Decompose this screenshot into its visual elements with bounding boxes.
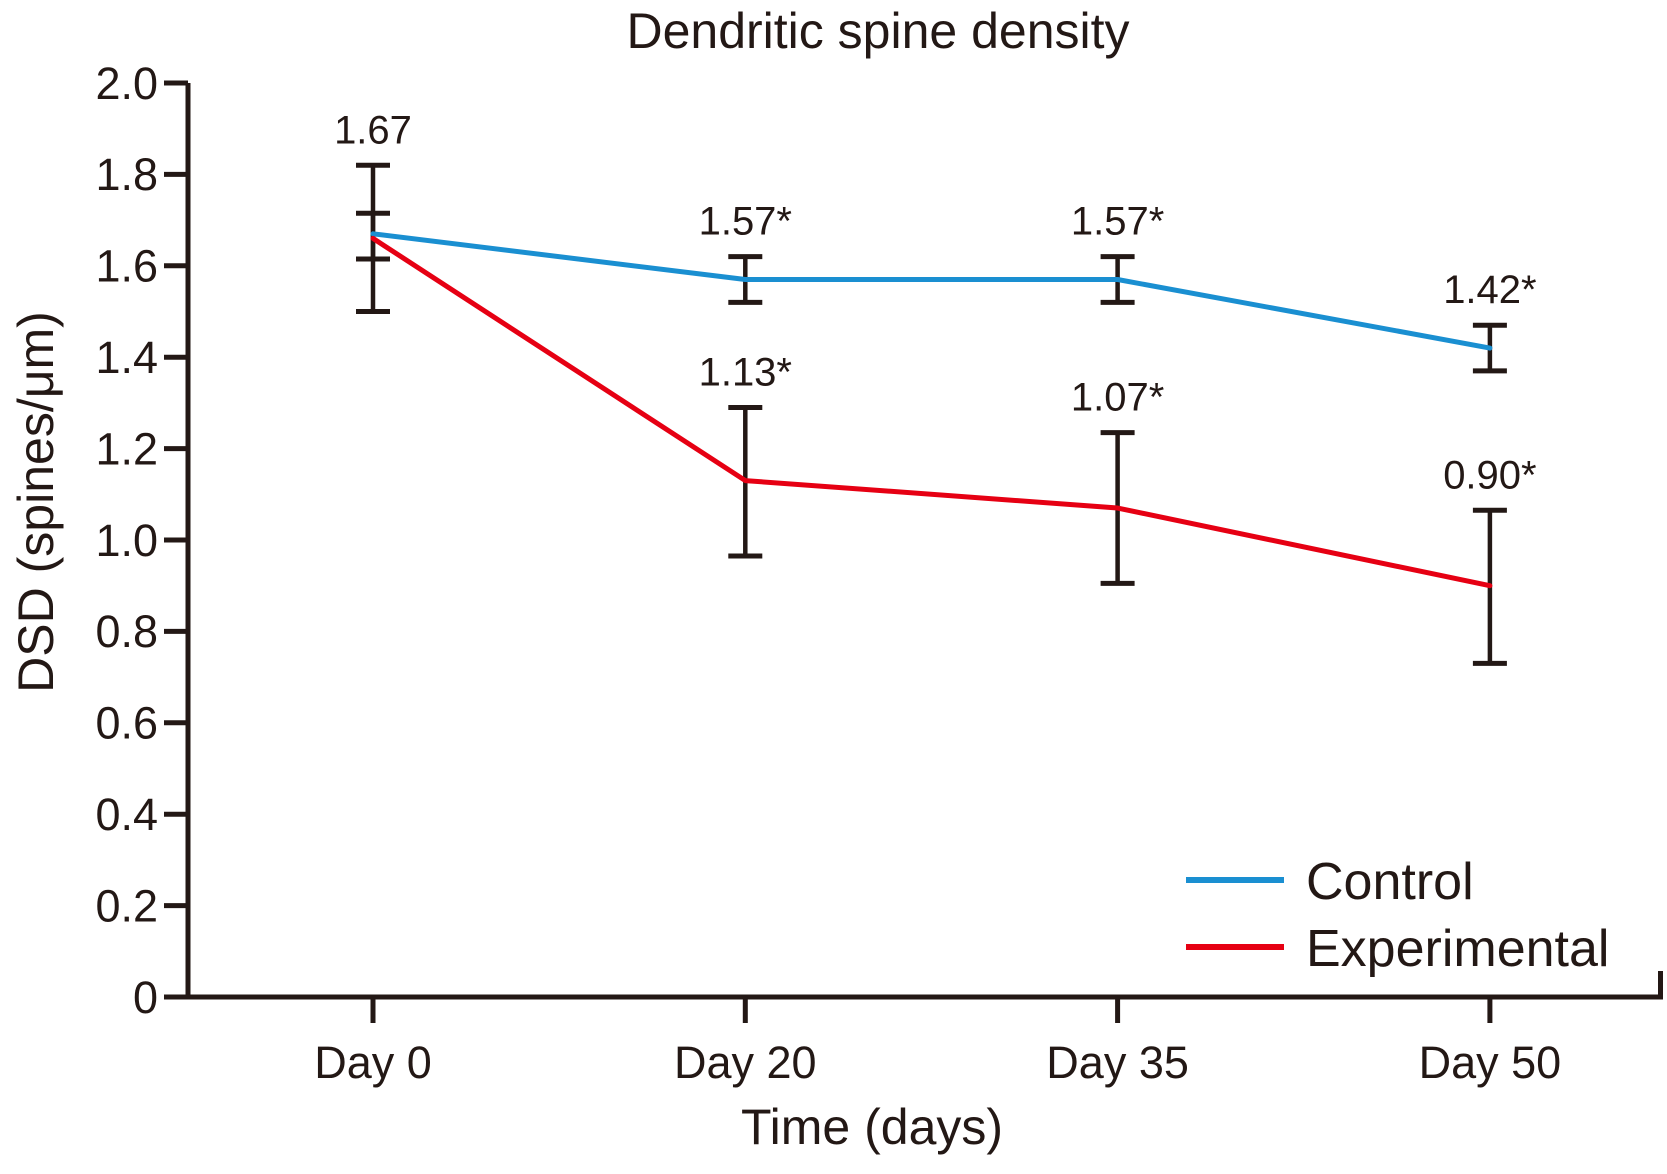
y-tick-label: 0.4 — [95, 789, 158, 840]
x-tick-label: Day 35 — [1046, 1037, 1189, 1088]
chart-title: Dendritic spine density — [626, 3, 1130, 59]
point-label-control-2: 1.57* — [1071, 200, 1164, 244]
legend-label-experimental: Experimental — [1306, 920, 1609, 978]
y-tick-label: 1.4 — [95, 332, 158, 383]
y-tick-label: 2.0 — [95, 58, 158, 109]
point-label-experimental-3: 0.90* — [1443, 453, 1536, 497]
legend-item-experimental: Experimental — [1186, 920, 1609, 978]
series-line-control — [370, 231, 1493, 351]
y-tick-label: 0.6 — [95, 698, 158, 749]
x-tick-label: Day 0 — [314, 1037, 432, 1088]
point-label-control-1: 1.57* — [699, 200, 792, 244]
x-axis-title: Time (days) — [740, 1099, 1004, 1155]
y-tick-label: 1.8 — [95, 149, 158, 200]
point-label-control-3: 1.42* — [1443, 268, 1536, 312]
legend-item-control: Control — [1186, 853, 1474, 911]
y-tick-label: 0 — [133, 972, 158, 1023]
point-label-control-0: 1.67 — [334, 108, 412, 152]
point-label-experimental-2: 1.07* — [1071, 376, 1164, 420]
series-line-experimental — [370, 235, 1493, 589]
y-tick-label: 0.2 — [95, 880, 158, 931]
legend: Control Experimental — [1186, 853, 1609, 978]
point-label-experimental-1: 1.13* — [699, 350, 792, 394]
y-tick-label: 1.2 — [95, 423, 158, 474]
legend-label-control: Control — [1306, 853, 1474, 911]
x-tick-label: Day 50 — [1419, 1037, 1562, 1088]
y-tick-label: 1.0 — [95, 515, 158, 566]
y-tick-label: 1.6 — [95, 241, 158, 292]
y-tick-label: 0.8 — [95, 606, 158, 657]
x-tick-label: Day 20 — [674, 1037, 817, 1088]
